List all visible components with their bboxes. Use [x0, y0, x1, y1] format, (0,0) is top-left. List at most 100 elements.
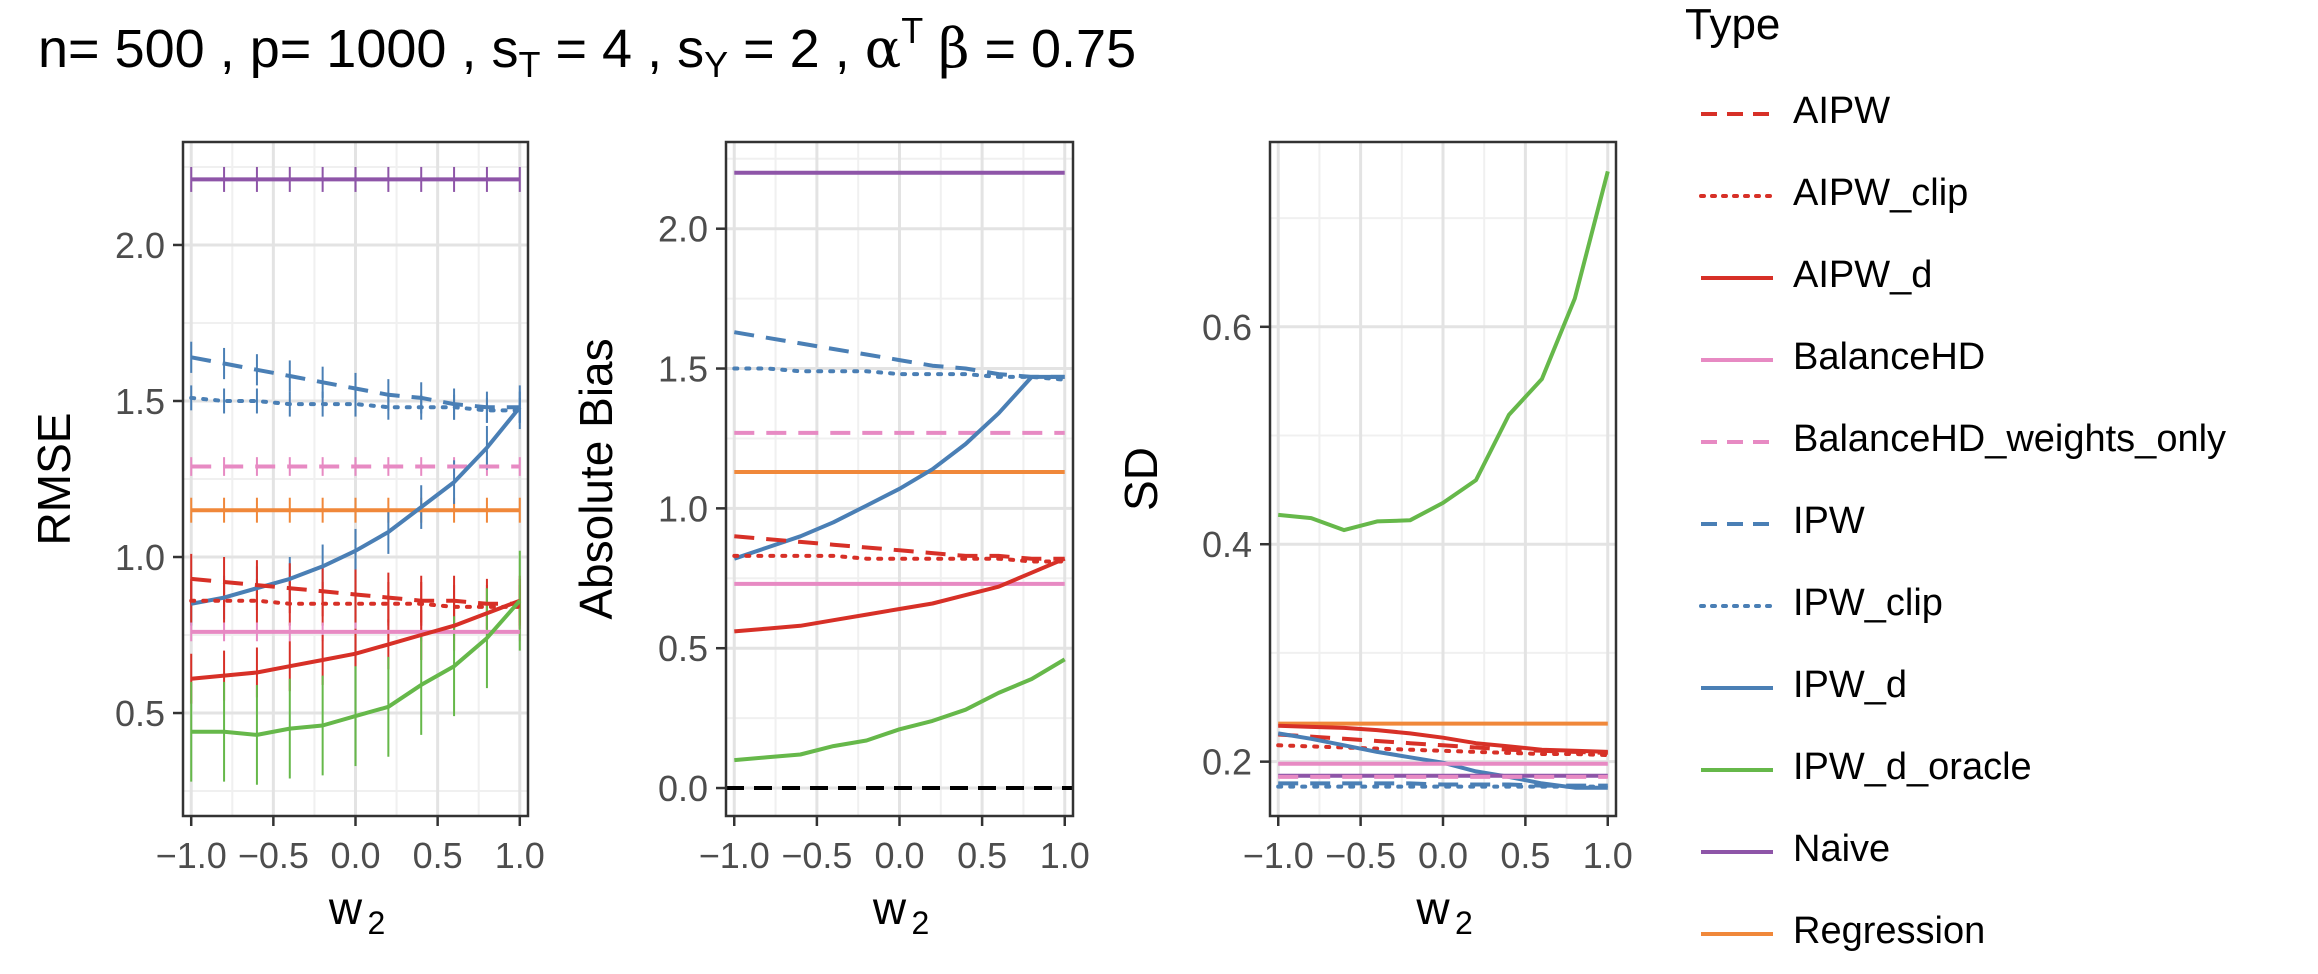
- title-alpha: α: [864, 17, 902, 80]
- chart-title: n= 500 , p= 1000 , sT = 4 , sY = 2 , αT …: [38, 10, 1136, 86]
- x-tick-label: 0.0: [330, 835, 380, 876]
- y-tick-label: 0.5: [658, 628, 708, 669]
- x-tick-label: −0.5: [1325, 835, 1396, 876]
- x-tick-label: −1.0: [156, 835, 227, 876]
- series-line-IPW_d: [733, 374, 1065, 561]
- series-line-AIPW_clip: [1276, 743, 1610, 758]
- y-tick-label: 2.0: [115, 225, 165, 266]
- series-line-AIPW_d: [191, 598, 521, 681]
- series-line-IPW_clip: [189, 395, 522, 413]
- legend-key: [1701, 358, 1773, 362]
- x-axis-label-sub: 2: [368, 905, 386, 941]
- legend: Type AIPW AIPW_clip AIPW_d BalanceHD Balance…: [1685, 0, 2305, 974]
- legend-item: IPW_d: [1685, 658, 2305, 718]
- series-line-AIPW_clip: [189, 598, 522, 609]
- y-tick-label: 1.5: [115, 381, 165, 422]
- title-st-value: = 4: [555, 19, 633, 79]
- legend-item: BalanceHD_weights_only: [1685, 412, 2305, 472]
- legend-label: AIPW: [1793, 90, 1891, 132]
- legend-label: BalanceHD: [1793, 336, 1986, 378]
- title-beta: β: [938, 17, 970, 80]
- title-ab-value: = 0.75: [984, 19, 1137, 79]
- legend-label: Naive: [1793, 828, 1891, 870]
- y-tick-label: 0.6: [1202, 307, 1252, 348]
- x-axis-label: w: [328, 882, 363, 934]
- panel-sd: −1.0 −0.5 0.0 0.5 1.0 0.2 0.4 0.6 w 2 SD: [1115, 140, 1633, 941]
- legend-item: AIPW_clip: [1685, 166, 2305, 226]
- series-line-IPW_d_oracle: [191, 599, 522, 737]
- legend-key: [1701, 440, 1773, 444]
- legend-title: Type: [1685, 0, 1781, 49]
- series-line-IPW_d_oracle: [734, 657, 1066, 763]
- legend-key: [1701, 276, 1773, 280]
- x-tick-label: −0.5: [238, 835, 309, 876]
- title-st-sub: T: [518, 44, 541, 85]
- title-alpha-beta: αT β = 0.75: [864, 10, 1137, 80]
- legend-label: IPW_d_oracle: [1793, 746, 2032, 788]
- title-sep: ,: [647, 19, 663, 79]
- y-tick-label: 1.0: [115, 537, 165, 578]
- title-sy: sY = 2: [677, 19, 820, 85]
- series-line-AIPW: [191, 576, 520, 606]
- title-n: n= 500: [38, 19, 205, 79]
- series-line-AIPW: [1278, 732, 1608, 755]
- panel-bias: −1.0 −0.5 0.0 0.5 1.0 0.0 0.5 1.0 1.5 2.0 w 2 Absolu…: [570, 140, 1090, 941]
- y-axis-label: RMSE: [28, 413, 80, 546]
- x-tick-label: 0.0: [1418, 835, 1468, 876]
- title-sep: ,: [834, 19, 850, 79]
- series-line-AIPW_clip: [732, 553, 1067, 564]
- plots-area: −1.0 −0.5 0.0 0.5 1.00.51.01.52.0w 2RMSE−1.0−…: [28, 140, 1633, 941]
- legend-label: IPW_clip: [1793, 582, 1943, 624]
- legend-label: IPW: [1793, 500, 1865, 542]
- y-tick-label: 0.5: [115, 693, 165, 734]
- y-tick-label: 1.0: [658, 488, 708, 529]
- series-line-IPW_clip: [732, 366, 1067, 382]
- legend-item: Regression: [1685, 904, 2305, 964]
- series-line-IPW_d: [190, 405, 522, 606]
- legend-label: AIPW_clip: [1793, 172, 1969, 214]
- x-tick-label: −1.0: [699, 835, 770, 876]
- series-line-IPW: [733, 330, 1065, 379]
- legend-item: IPW_d_oracle: [1685, 740, 2305, 800]
- x-tick-label: 0.5: [1500, 835, 1550, 876]
- legend-item: IPW: [1685, 494, 2305, 554]
- legend-key: [1701, 522, 1773, 526]
- x-tick-label: 0.0: [874, 835, 924, 876]
- panel-rmse: −1.0 −0.5 0.0 0.5 1.0 0.5 1.0 1.5 2.0 w 2 RMSE: [28, 140, 545, 941]
- x-tick-label: 0.5: [413, 835, 463, 876]
- legend-key: [1701, 686, 1773, 690]
- x-tick-label: 1.0: [1040, 835, 1090, 876]
- legend-item: AIPW: [1685, 84, 2305, 144]
- title-st-base: s: [491, 19, 519, 79]
- x-tick-label: 1.0: [495, 835, 545, 876]
- title-st: sT = 4: [491, 19, 633, 85]
- title-alpha-sup: T: [901, 10, 924, 51]
- series-line-AIPW_d: [734, 556, 1066, 634]
- legend-item: AIPW_d: [1685, 248, 2305, 308]
- x-tick-label: −1.0: [1243, 835, 1314, 876]
- x-axis-label-sub: 2: [912, 905, 930, 941]
- y-tick-label: 1.5: [658, 349, 708, 390]
- title-sep: ,: [219, 19, 235, 79]
- title-sep: ,: [461, 19, 477, 79]
- x-axis-label-sub: 2: [1455, 905, 1473, 941]
- series-line-AIPW: [734, 534, 1065, 561]
- series-line-IPW: [190, 355, 520, 410]
- legend-label: BalanceHD_weights_only: [1793, 418, 2227, 460]
- legend-key: [1701, 932, 1773, 936]
- x-axis-label: w: [872, 882, 907, 934]
- x-tick-label: −0.5: [781, 835, 852, 876]
- legend-label: Regression: [1793, 910, 1986, 952]
- y-tick-label: 2.0: [658, 209, 708, 250]
- legend-item: IPW_clip: [1685, 576, 2305, 636]
- legend-key: [1701, 850, 1773, 854]
- y-axis-label: SD: [1115, 447, 1167, 511]
- legend-label: IPW_d: [1793, 664, 1908, 706]
- title-sy-value: = 2: [743, 19, 820, 79]
- y-axis-label: Absolute Bias: [570, 338, 622, 619]
- legend-key: [1701, 112, 1773, 116]
- legend-key: [1701, 768, 1773, 772]
- title-p: p= 1000: [249, 19, 447, 79]
- series-line-IPW_d_oracle: [1278, 170, 1610, 533]
- x-tick-label: 0.5: [957, 835, 1007, 876]
